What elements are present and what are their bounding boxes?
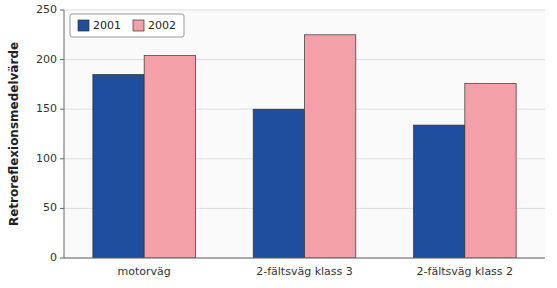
bar: [253, 109, 304, 258]
y-axis-line: [64, 10, 65, 258]
chart-container: 0 50 100 150 200 250 motorväg 2-fältsväg klass …: [0, 0, 557, 288]
x-axis-line: [64, 258, 545, 259]
grid-line: [64, 10, 545, 11]
x-tick-label: motorväg: [118, 265, 171, 278]
legend-label: 2002: [148, 19, 176, 32]
legend-box: [70, 14, 184, 37]
bar: [93, 74, 144, 258]
bar: [305, 35, 356, 258]
y-tick: [60, 59, 64, 60]
y-tick-label: 0: [50, 251, 57, 264]
grid: [64, 10, 545, 258]
y-tick-label: 50: [43, 201, 57, 214]
chart-svg: 0 50 100 150 200 250 motorväg 2-fältsväg klass …: [0, 0, 557, 288]
bar: [414, 125, 465, 258]
y-axis-label: Retroreflexionsmedelvärde: [7, 42, 21, 226]
x-tick-label: 2-fältsväg klass 2: [417, 265, 514, 278]
y-tick: [60, 208, 64, 209]
bar: [144, 56, 195, 258]
bars: [93, 35, 516, 258]
plot-background: [64, 10, 545, 258]
legend-swatch: [133, 20, 144, 31]
y-tick-label: 200: [36, 53, 57, 66]
y-tick-label: 250: [36, 3, 57, 16]
y-tick-label: 150: [36, 102, 57, 115]
y-tick: [60, 109, 64, 110]
y-tick-label: 100: [36, 152, 57, 165]
y-tick: [60, 158, 64, 159]
y-tick: [60, 258, 64, 259]
legend-label: 2001: [93, 19, 121, 32]
y-tick: [60, 10, 64, 11]
bar: [465, 83, 516, 258]
legend-swatch: [78, 20, 89, 31]
grid-line: [64, 258, 545, 259]
x-tick-label: 2-fältsväg klass 3: [256, 265, 353, 278]
legend: 2001 2002: [70, 14, 184, 37]
